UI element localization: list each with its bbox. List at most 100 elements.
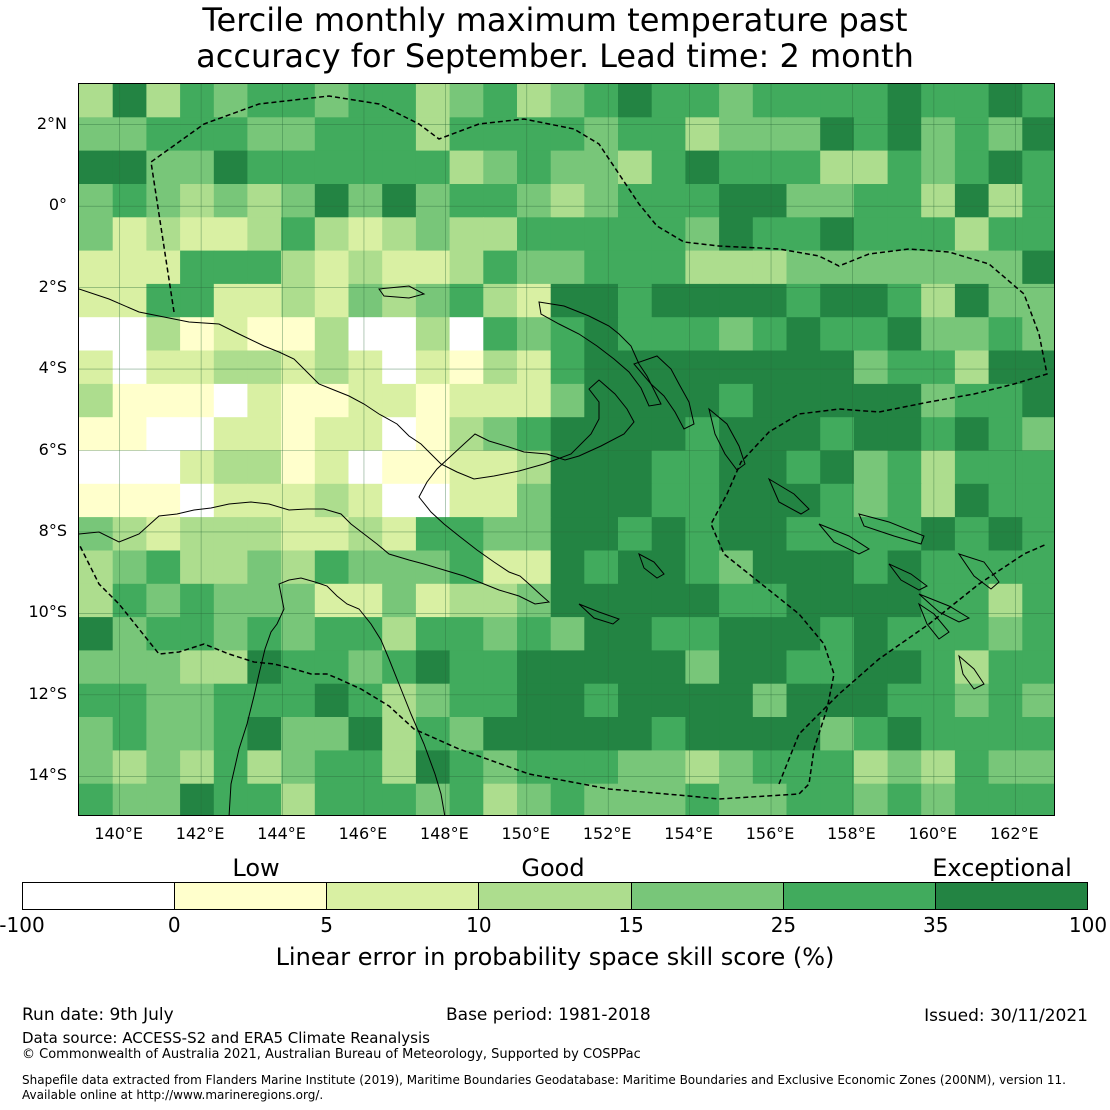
skill-cell bbox=[146, 783, 181, 815]
skill-cell bbox=[517, 717, 552, 751]
skill-cell bbox=[786, 184, 821, 218]
skill-cell bbox=[921, 750, 956, 785]
skill-cell bbox=[247, 150, 282, 185]
colorbar-tick-label: 100 bbox=[1068, 913, 1108, 937]
skill-cell bbox=[853, 117, 889, 152]
skill-cell bbox=[786, 650, 821, 685]
skill-cell bbox=[382, 550, 417, 585]
skill-cell bbox=[112, 184, 147, 218]
skill-cell bbox=[921, 283, 956, 318]
skill-cell bbox=[618, 150, 653, 185]
skill-cell bbox=[79, 84, 114, 118]
skill-cell bbox=[314, 583, 350, 618]
skill-cell bbox=[618, 717, 653, 751]
skill-cell bbox=[483, 783, 518, 815]
skill-cell bbox=[921, 483, 956, 518]
skill-cell bbox=[449, 184, 484, 218]
skill-cell bbox=[213, 84, 249, 118]
skill-cell bbox=[685, 483, 720, 518]
skill-cell bbox=[954, 750, 990, 785]
skill-cell bbox=[79, 250, 114, 285]
skill-cell bbox=[517, 150, 552, 185]
skill-cell bbox=[887, 84, 922, 118]
skill-cell bbox=[820, 283, 855, 318]
colorbar-segment bbox=[23, 883, 176, 909]
skill-cell bbox=[618, 683, 653, 718]
skill-cell bbox=[954, 84, 990, 118]
skill-cell bbox=[213, 250, 249, 285]
skill-cell bbox=[449, 650, 484, 685]
skill-cell bbox=[449, 150, 484, 185]
skill-cell bbox=[988, 250, 1023, 285]
skill-cell bbox=[786, 583, 821, 618]
skill-cell bbox=[483, 517, 518, 551]
skill-cell bbox=[247, 650, 282, 685]
skill-cell bbox=[752, 750, 788, 785]
skill-cell bbox=[954, 317, 990, 352]
skill-cell bbox=[314, 450, 350, 485]
skill-cell bbox=[719, 383, 754, 418]
skill-cell bbox=[1022, 783, 1054, 815]
skill-cell bbox=[887, 483, 922, 518]
colorbar-tick-label: 35 bbox=[922, 913, 949, 937]
skill-cell bbox=[180, 84, 215, 118]
skill-cell bbox=[988, 117, 1023, 152]
skill-cell bbox=[112, 783, 147, 815]
skill-cell bbox=[415, 683, 451, 718]
skill-cell bbox=[247, 350, 282, 385]
skill-cell bbox=[483, 583, 518, 618]
skill-cell bbox=[887, 583, 922, 618]
skill-cell bbox=[79, 217, 114, 252]
skill-cell bbox=[180, 550, 215, 585]
skill-cell bbox=[988, 683, 1023, 718]
skill-cell bbox=[550, 617, 585, 651]
skill-cell bbox=[112, 717, 147, 751]
skill-cell bbox=[449, 617, 484, 651]
skill-cell bbox=[449, 350, 484, 385]
skill-cell bbox=[517, 683, 552, 718]
skill-cell bbox=[213, 617, 249, 651]
skill-cell bbox=[213, 317, 249, 352]
skill-cell bbox=[281, 150, 316, 185]
skill-cell bbox=[517, 517, 552, 551]
skill-cell bbox=[517, 783, 552, 815]
skill-cell bbox=[786, 683, 821, 718]
skill-cell bbox=[449, 517, 484, 551]
skill-cell bbox=[786, 84, 821, 118]
skill-cell bbox=[752, 217, 788, 252]
colorbar-tick-label: 0 bbox=[167, 913, 181, 937]
skill-cell bbox=[820, 250, 855, 285]
skill-cell bbox=[651, 650, 686, 685]
skill-cell bbox=[348, 184, 383, 218]
y-tick-label: 14°S bbox=[28, 765, 67, 785]
colorbar-tick-label: 15 bbox=[618, 913, 644, 937]
skill-cell bbox=[180, 650, 215, 685]
skill-cell bbox=[651, 583, 686, 618]
skill-cell bbox=[752, 84, 788, 118]
skill-cell bbox=[853, 450, 889, 485]
skill-cell bbox=[281, 317, 316, 352]
map-canvas bbox=[79, 84, 1054, 815]
skill-cell bbox=[786, 550, 821, 585]
skill-cell bbox=[685, 250, 720, 285]
y-tick-label: 2°S bbox=[38, 276, 67, 296]
skill-cell bbox=[786, 717, 821, 751]
skill-cell bbox=[517, 550, 552, 585]
skill-cell bbox=[719, 550, 754, 585]
skill-cell bbox=[584, 683, 619, 718]
skill-cell bbox=[517, 417, 552, 452]
skill-cell bbox=[247, 184, 282, 218]
skill-cell bbox=[449, 683, 484, 718]
skill-cell bbox=[213, 383, 249, 418]
skill-cell bbox=[314, 184, 350, 218]
x-tick-label: 154°E bbox=[664, 824, 713, 843]
skill-cell bbox=[449, 317, 484, 352]
skill-cell bbox=[685, 317, 720, 352]
skill-cell bbox=[752, 150, 788, 185]
skill-cell bbox=[1022, 317, 1054, 352]
skill-cell bbox=[382, 317, 417, 352]
skill-cell bbox=[415, 617, 451, 651]
skill-cell bbox=[1022, 550, 1054, 585]
x-tick-label: 148°E bbox=[420, 824, 469, 843]
skill-cell bbox=[1022, 650, 1054, 685]
